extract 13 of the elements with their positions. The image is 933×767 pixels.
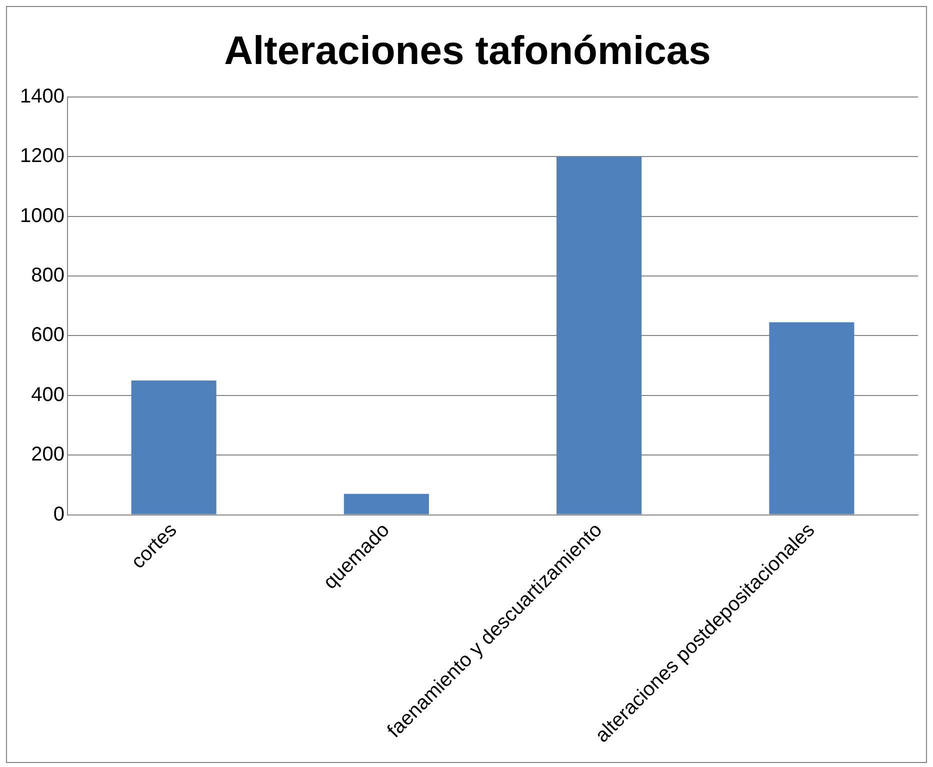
y-tick-label: 1000 bbox=[20, 204, 64, 227]
y-tick-label: 1200 bbox=[20, 145, 64, 168]
y-tick-label: 600 bbox=[31, 324, 64, 346]
y-tick-label: 200 bbox=[31, 444, 64, 466]
bar bbox=[131, 380, 216, 514]
bar bbox=[556, 156, 642, 514]
y-tick-label: 800 bbox=[31, 264, 64, 287]
bar bbox=[769, 322, 854, 514]
y-tick-label: 400 bbox=[31, 384, 64, 406]
bar bbox=[344, 494, 429, 514]
y-tick-label: 0 bbox=[53, 503, 64, 526]
y-tick-label: 1400 bbox=[20, 86, 64, 108]
chart-title: Alteraciones tafonómicas bbox=[224, 29, 711, 74]
